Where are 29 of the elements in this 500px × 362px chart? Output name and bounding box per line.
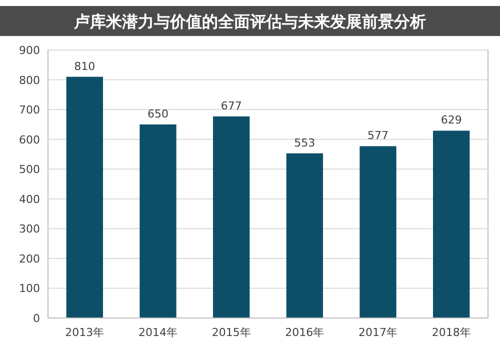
y-tick-label: 0 [33, 312, 40, 325]
data-label: 677 [220, 99, 242, 112]
chart-title: 卢库米潜力与价值的全面评估与未来发展前景分析 [73, 12, 426, 31]
y-tick-label: 500 [19, 163, 40, 176]
data-label: 629 [440, 114, 462, 127]
y-tick-label: 300 [19, 222, 40, 236]
y-tick-label: 400 [19, 192, 40, 206]
x-tick-label: 2015年 [212, 326, 251, 339]
data-label: 810 [74, 60, 96, 73]
bar [433, 130, 470, 318]
bar [140, 124, 176, 318]
y-tick-label: 200 [19, 252, 40, 266]
data-label: 577 [368, 129, 388, 142]
bar [66, 76, 103, 318]
y-tick-label: 600 [19, 133, 40, 146]
x-tick-label: 2013年 [65, 326, 104, 339]
bar [286, 153, 323, 318]
x-tick-label: 2016年 [285, 326, 324, 339]
data-label: 553 [294, 136, 316, 150]
y-tick-label: 100 [19, 282, 40, 296]
y-tick-label: 800 [19, 74, 40, 87]
data-label: 650 [148, 107, 168, 120]
y-tick-label: 900 [19, 44, 40, 57]
bar [360, 146, 396, 318]
x-tick-label: 2014年 [138, 326, 178, 339]
x-tick-label: 2018年 [432, 326, 471, 339]
y-tick-label: 700 [19, 104, 40, 117]
bar [213, 116, 250, 318]
x-tick-label: 2017年 [358, 326, 398, 339]
